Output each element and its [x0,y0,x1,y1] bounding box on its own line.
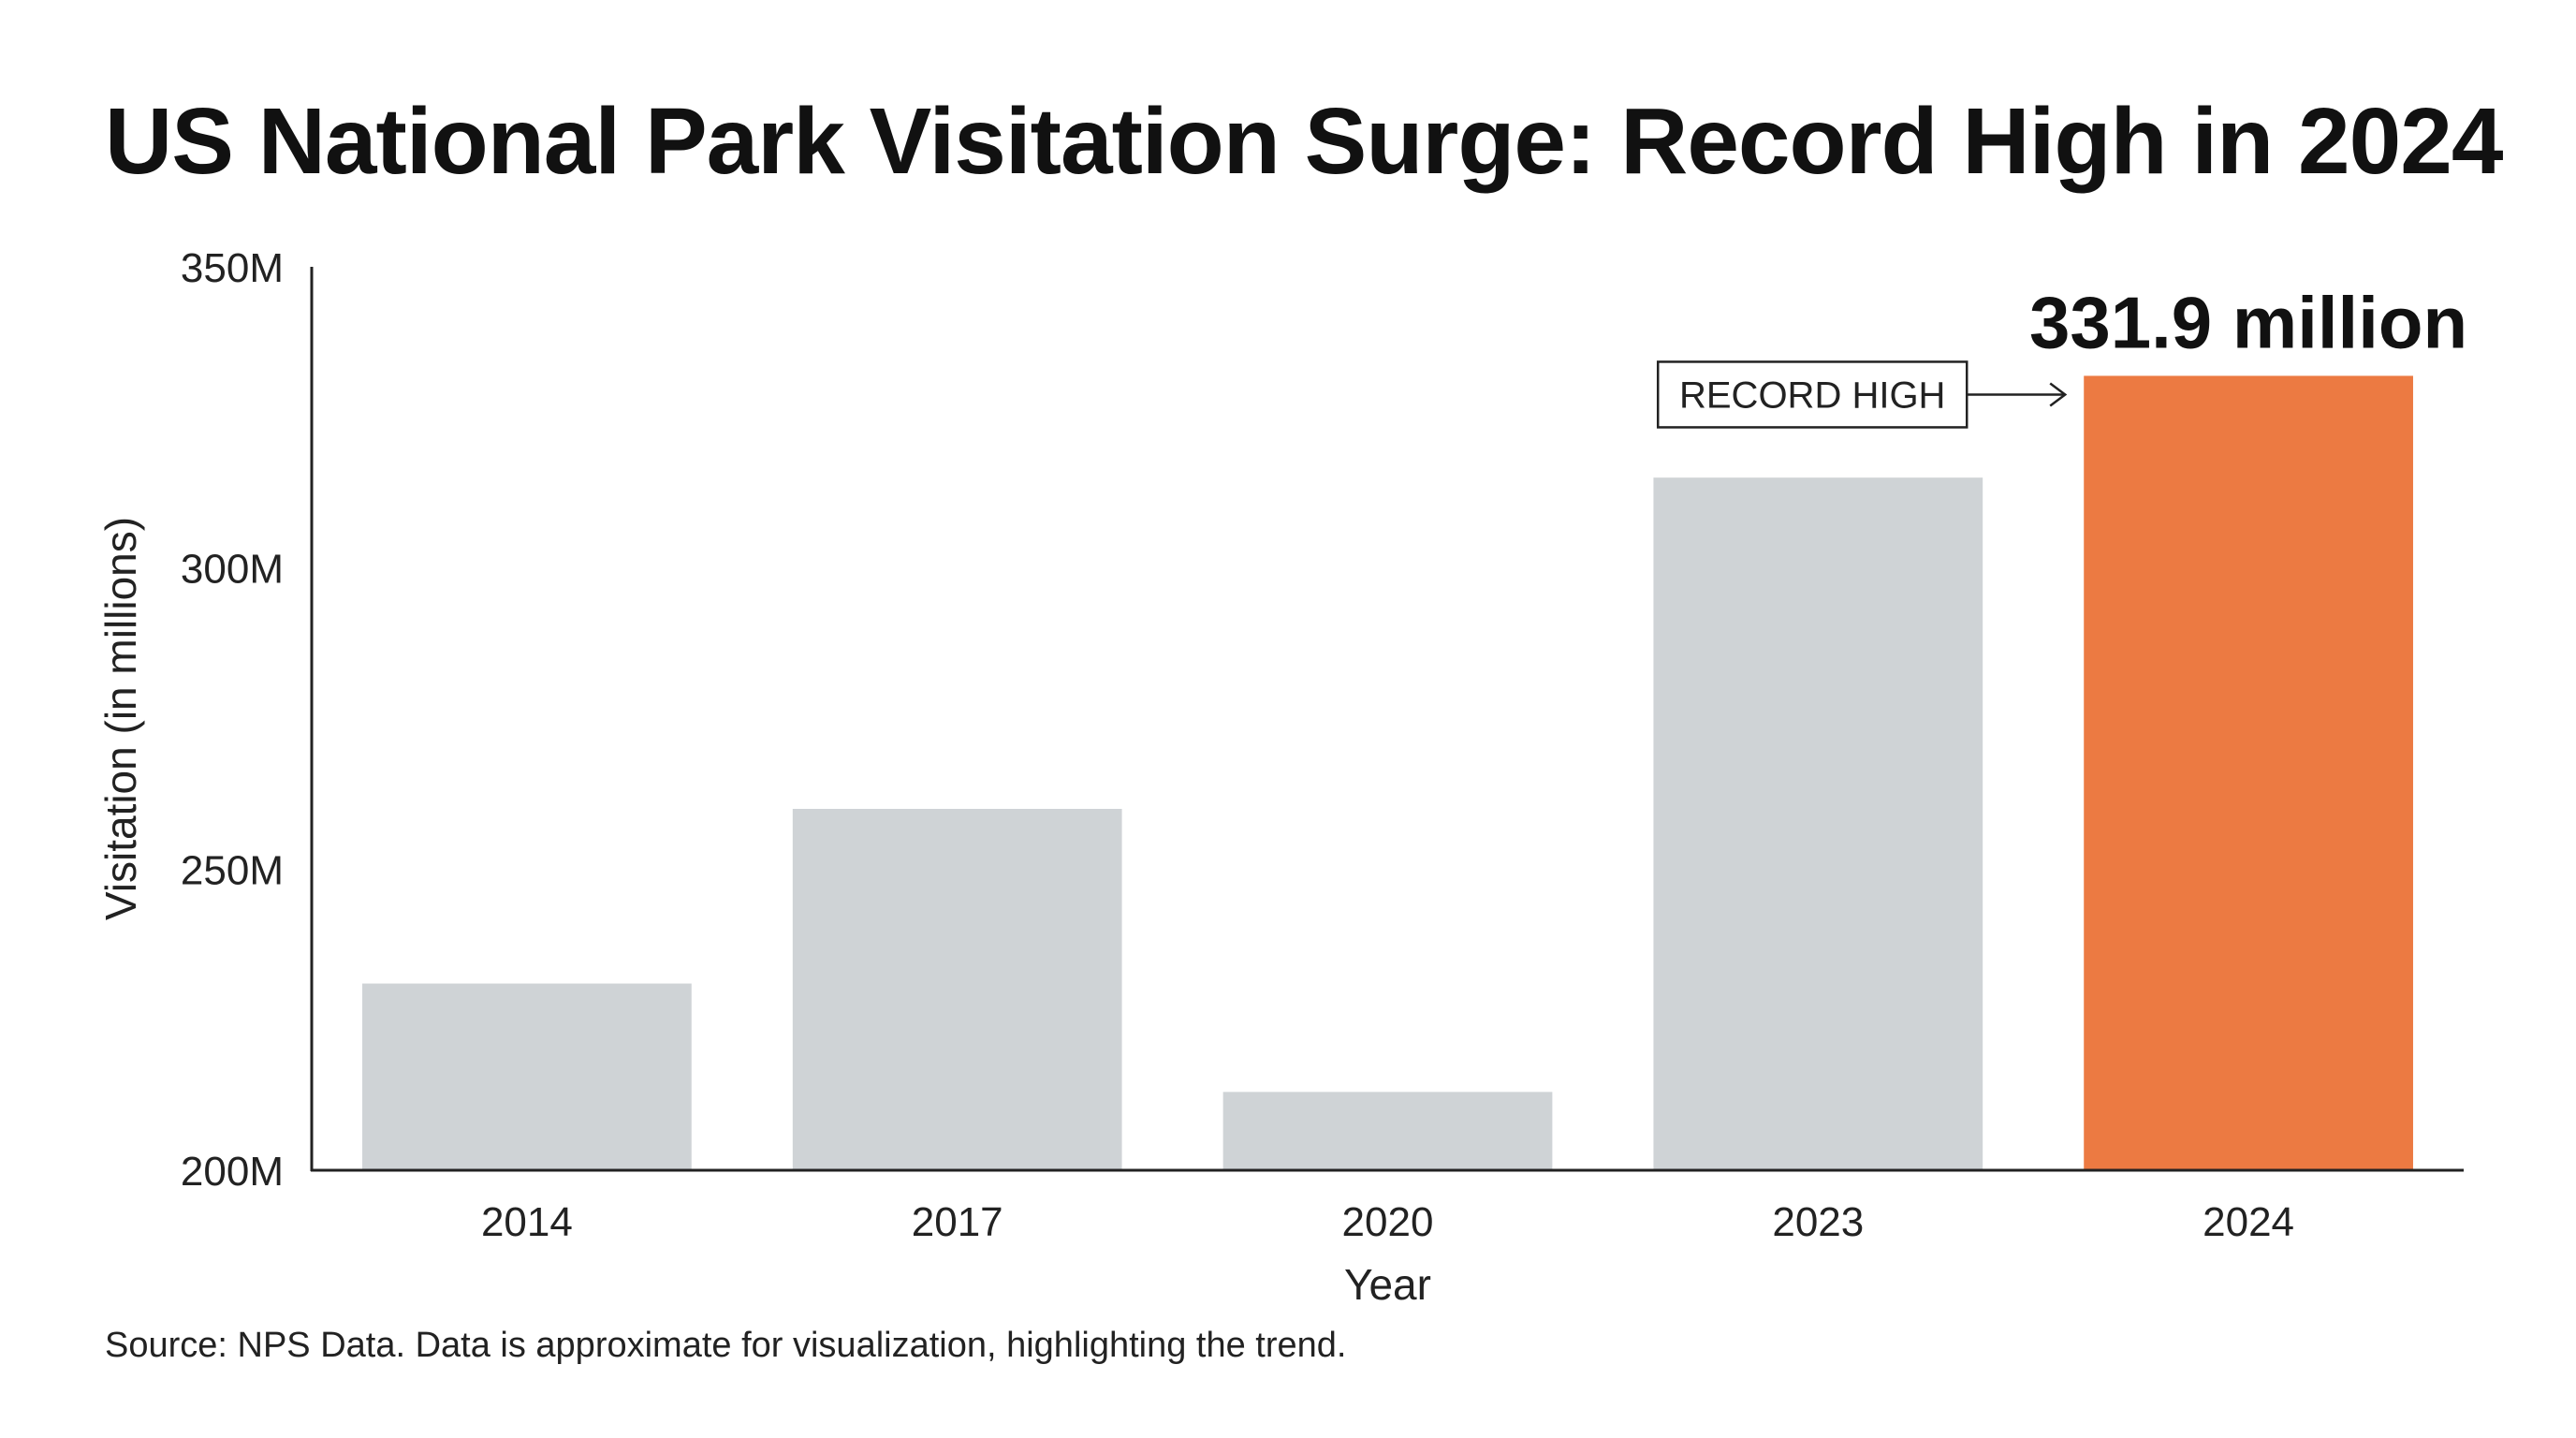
y-tick-label: 300M [181,547,284,593]
x-axis-title: Year [1344,1260,1431,1309]
record-high-label: RECORD HIGH [1679,374,1945,416]
bar [362,983,692,1170]
y-tick-label: 200M [181,1149,284,1195]
bar [792,809,1122,1170]
x-tick-label: 2017 [912,1199,1003,1245]
y-tick-label: 250M [181,847,284,893]
bar [1222,1092,1553,1170]
chart-source-note: Source: NPS Data. Data is approximate fo… [105,1326,1347,1365]
y-axis-title: Visitation (in millions) [96,517,145,920]
bar [1653,477,1983,1171]
y-tick-label: 350M [181,245,284,291]
arrow-right-icon [2049,382,2068,407]
y-axis-ticks: 200M 250M 300M 350M [181,245,284,1195]
highlight-value-label: 331.9 million [2029,281,2467,363]
record-high-box [1656,360,1969,429]
chart-title: US National Park Visitation Surge: Recor… [105,89,2503,194]
bar-highlight [2084,375,2413,1170]
x-axis-ticks: 2014 2017 2020 2023 2024 [481,1199,2294,1245]
record-high-annotation: RECORD HIGH [1656,360,2068,429]
x-tick-label: 2014 [481,1199,573,1245]
x-tick-label: 2020 [1342,1199,1434,1245]
x-tick-label: 2024 [2203,1199,2294,1245]
bars [362,375,2413,1171]
x-tick-label: 2023 [1772,1199,1864,1245]
